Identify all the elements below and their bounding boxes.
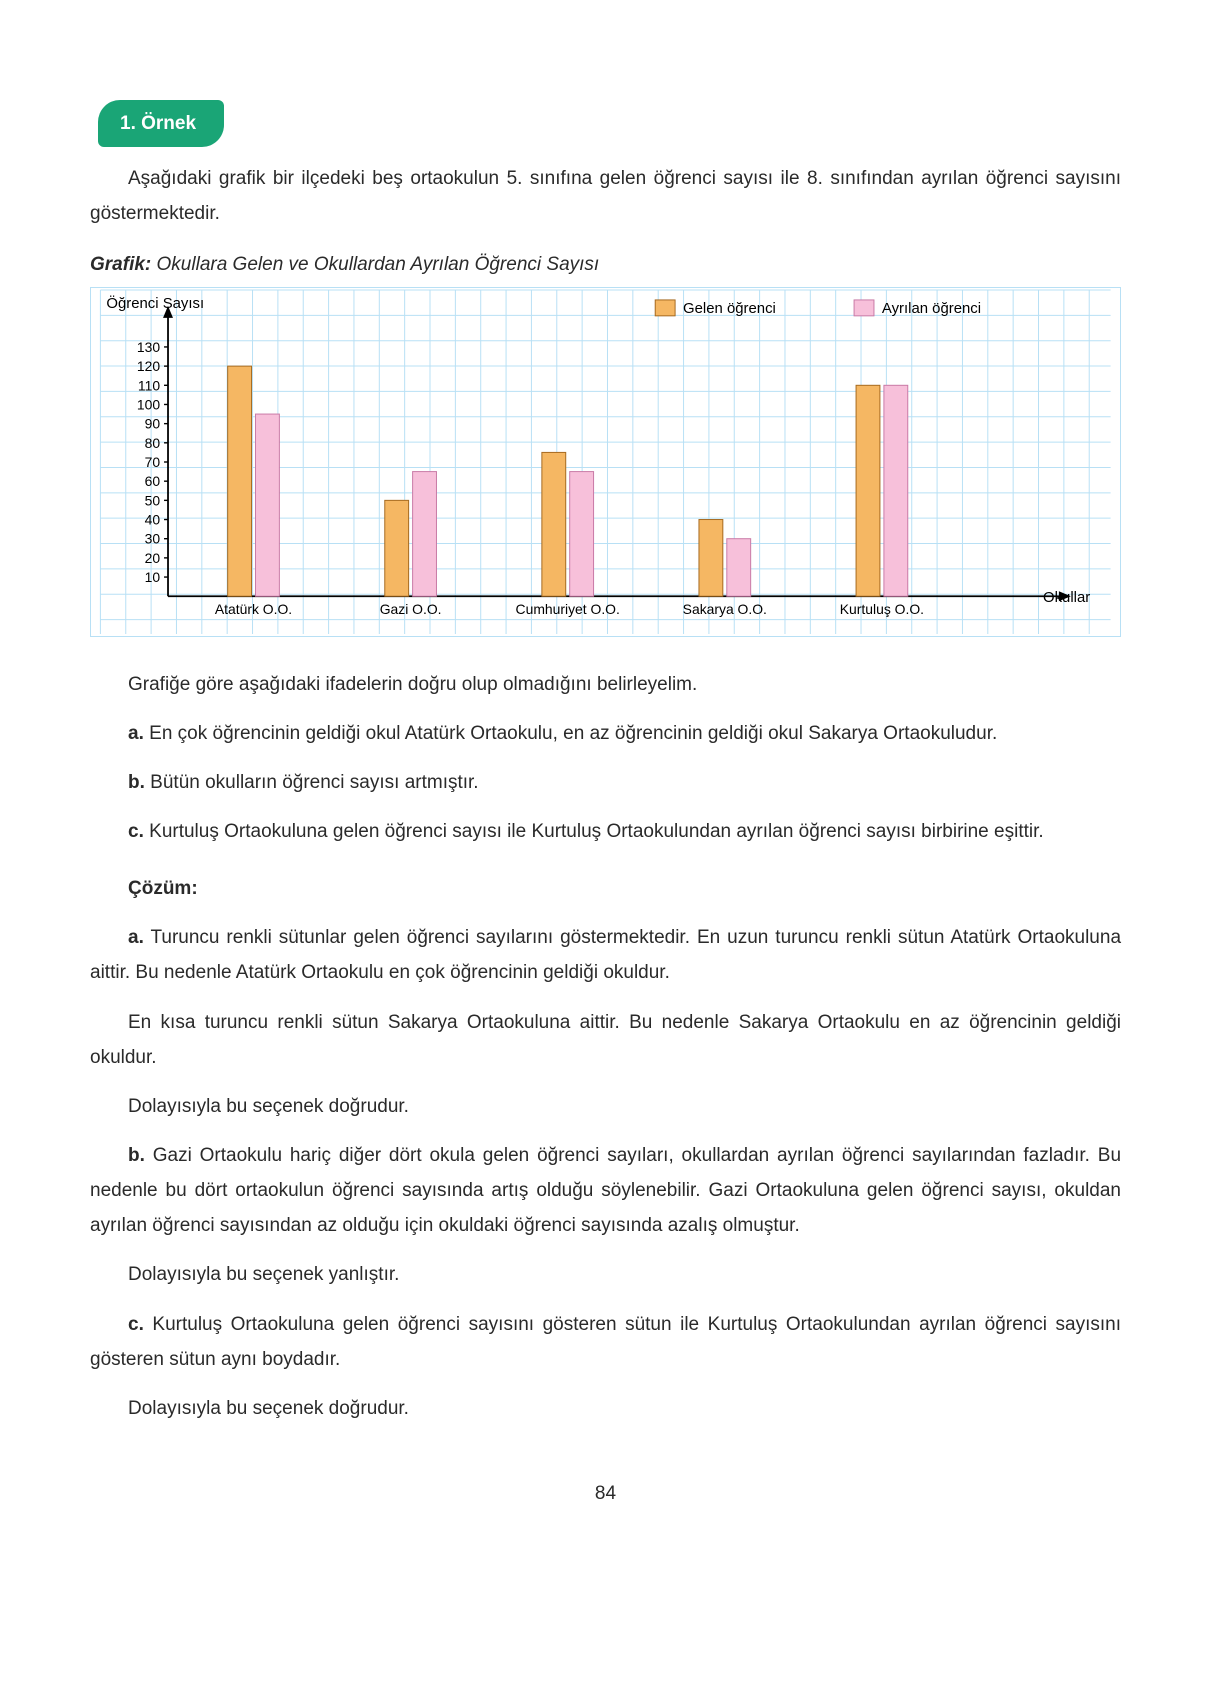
svg-text:130: 130 (137, 338, 160, 354)
svg-text:Ayrılan öğrenci: Ayrılan öğrenci (882, 300, 981, 316)
svg-text:Atatürk O.O.: Atatürk O.O. (215, 601, 292, 617)
chart-title-text: Okullara Gelen ve Okullardan Ayrılan Öğr… (157, 254, 600, 275)
svg-text:Gelen öğrenci: Gelen öğrenci (683, 300, 776, 316)
item-c: c. Kurtuluş Ortaokuluna gelen öğrenci sa… (90, 814, 1121, 849)
sol-b1: b. Gazi Ortaokulu hariç diğer dört okula… (90, 1138, 1121, 1243)
question-lead: Grafiğe göre aşağıdaki ifadelerin doğru … (90, 667, 1121, 702)
example-badge: 1. Örnek (98, 100, 224, 147)
sol-c1-text: Kurtuluş Ortaokuluna gelen öğrenci sayıs… (90, 1314, 1121, 1370)
solution-heading: Çözüm: (90, 871, 1121, 906)
svg-text:120: 120 (137, 358, 160, 374)
sol-b1-text: Gazi Ortaokulu hariç diğer dört okula ge… (90, 1145, 1121, 1236)
sol-a1: a. Turuncu renkli sütunlar gelen öğrenci… (90, 920, 1121, 990)
svg-text:Okullar: Okullar (1043, 590, 1090, 606)
sol-a1-text: Turuncu renkli sütunlar gelen öğrenci sa… (90, 927, 1121, 983)
svg-text:40: 40 (145, 511, 161, 527)
sol-b2: Dolayısıyla bu seçenek yanlıştır. (90, 1257, 1121, 1292)
svg-text:70: 70 (145, 454, 161, 470)
svg-text:Gazi O.O.: Gazi O.O. (380, 601, 442, 617)
svg-text:Kurtuluş O.O.: Kurtuluş O.O. (840, 601, 924, 617)
svg-text:110: 110 (138, 377, 160, 393)
svg-text:30: 30 (145, 530, 161, 546)
svg-text:Sakarya O.O.: Sakarya O.O. (683, 601, 767, 617)
item-c-text: Kurtuluş Ortaokuluna gelen öğrenci sayıs… (149, 821, 1044, 842)
svg-text:90: 90 (145, 415, 161, 431)
sol-c1: c. Kurtuluş Ortaokuluna gelen öğrenci sa… (90, 1307, 1121, 1377)
chart-svg: 10 20 30 40 50 60 70 80 90 100 110 120 130 Öğrenci Sa… (91, 288, 1120, 636)
svg-text:10: 10 (145, 569, 161, 585)
sol-a2: En kısa turuncu renkli sütun Sakarya Ort… (90, 1005, 1121, 1075)
svg-text:80: 80 (145, 434, 161, 450)
svg-text:100: 100 (137, 396, 160, 412)
item-a-text: En çok öğrencinin geldiği okul Atatürk O… (149, 723, 997, 744)
chart-title: Grafik: Okullara Gelen ve Okullardan Ayr… (90, 247, 1121, 282)
item-a: a. En çok öğrencinin geldiği okul Atatür… (90, 716, 1121, 751)
intro-text: Aşağıdaki grafik bir ilçedeki beş ortaok… (90, 161, 1121, 231)
svg-text:Cumhuriyet O.O.: Cumhuriyet O.O. (516, 601, 620, 617)
item-b-text: Bütün okulların öğrenci sayısı artmıştır… (150, 772, 478, 793)
svg-text:Öğrenci Sayısı: Öğrenci Sayısı (106, 293, 204, 311)
svg-text:20: 20 (145, 549, 161, 565)
page-number: 84 (90, 1476, 1121, 1511)
chart-title-prefix: Grafik: (90, 254, 151, 275)
sol-a3: Dolayısıyla bu seçenek doğrudur. (90, 1089, 1121, 1124)
item-b: b. Bütün okulların öğrenci sayısı artmış… (90, 765, 1121, 800)
svg-text:50: 50 (145, 492, 161, 508)
bar-chart: 10 20 30 40 50 60 70 80 90 100 110 120 130 Öğrenci Sa… (90, 287, 1121, 637)
svg-text:60: 60 (145, 473, 161, 489)
sol-c2: Dolayısıyla bu seçenek doğrudur. (90, 1391, 1121, 1426)
